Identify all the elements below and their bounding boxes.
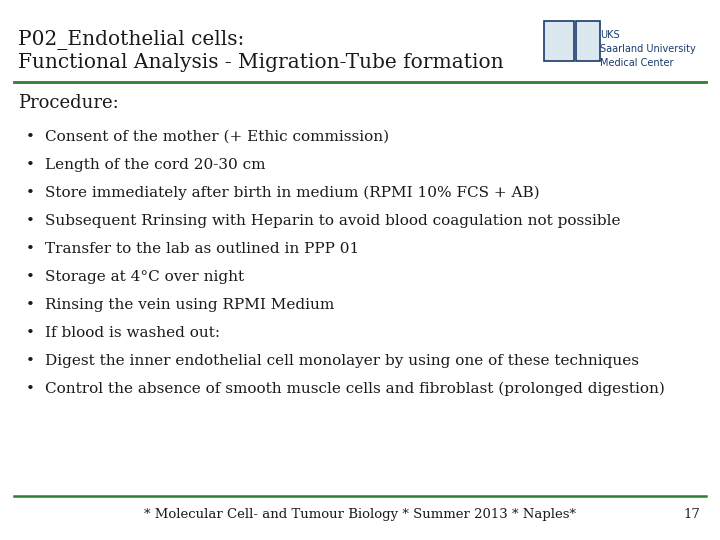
FancyBboxPatch shape xyxy=(544,21,574,61)
Text: Store immediately after birth in medium (RPMI 10% FCS + AB): Store immediately after birth in medium … xyxy=(45,186,539,200)
Text: •: • xyxy=(26,158,35,172)
Text: Storage at 4°C over night: Storage at 4°C over night xyxy=(45,270,244,284)
Text: •: • xyxy=(26,186,35,200)
Text: •: • xyxy=(26,130,35,144)
Text: Procedure:: Procedure: xyxy=(18,94,119,112)
Text: •: • xyxy=(26,382,35,396)
Text: P02_Endothelial cells:: P02_Endothelial cells: xyxy=(18,30,244,50)
Text: Control the absence of smooth muscle cells and fibroblast (prolonged digestion): Control the absence of smooth muscle cel… xyxy=(45,382,665,396)
FancyBboxPatch shape xyxy=(576,21,600,61)
Text: Subsequent Rrinsing with Heparin to avoid blood coagulation not possible: Subsequent Rrinsing with Heparin to avoi… xyxy=(45,214,621,228)
Text: Length of the cord 20-30 cm: Length of the cord 20-30 cm xyxy=(45,158,266,172)
Text: If blood is washed out:: If blood is washed out: xyxy=(45,326,220,340)
Text: •: • xyxy=(26,214,35,228)
Text: •: • xyxy=(26,270,35,284)
Text: 17: 17 xyxy=(683,508,700,521)
Text: •: • xyxy=(26,354,35,368)
Text: Rinsing the vein using RPMI Medium: Rinsing the vein using RPMI Medium xyxy=(45,298,334,312)
Text: UKS
Saarland University
Medical Center: UKS Saarland University Medical Center xyxy=(600,30,696,68)
Text: •: • xyxy=(26,326,35,340)
Text: •: • xyxy=(26,242,35,256)
Text: Digest the inner endothelial cell monolayer by using one of these techniques: Digest the inner endothelial cell monola… xyxy=(45,354,639,368)
Text: Consent of the mother (+ Ethic commission): Consent of the mother (+ Ethic commissio… xyxy=(45,130,389,144)
Text: * Molecular Cell- and Tumour Biology * Summer 2013 * Naples*: * Molecular Cell- and Tumour Biology * S… xyxy=(144,508,576,521)
Text: Transfer to the lab as outlined in PPP 01: Transfer to the lab as outlined in PPP 0… xyxy=(45,242,359,256)
Text: •: • xyxy=(26,298,35,312)
Text: Functional Analysis - Migration-Tube formation: Functional Analysis - Migration-Tube for… xyxy=(18,53,503,72)
